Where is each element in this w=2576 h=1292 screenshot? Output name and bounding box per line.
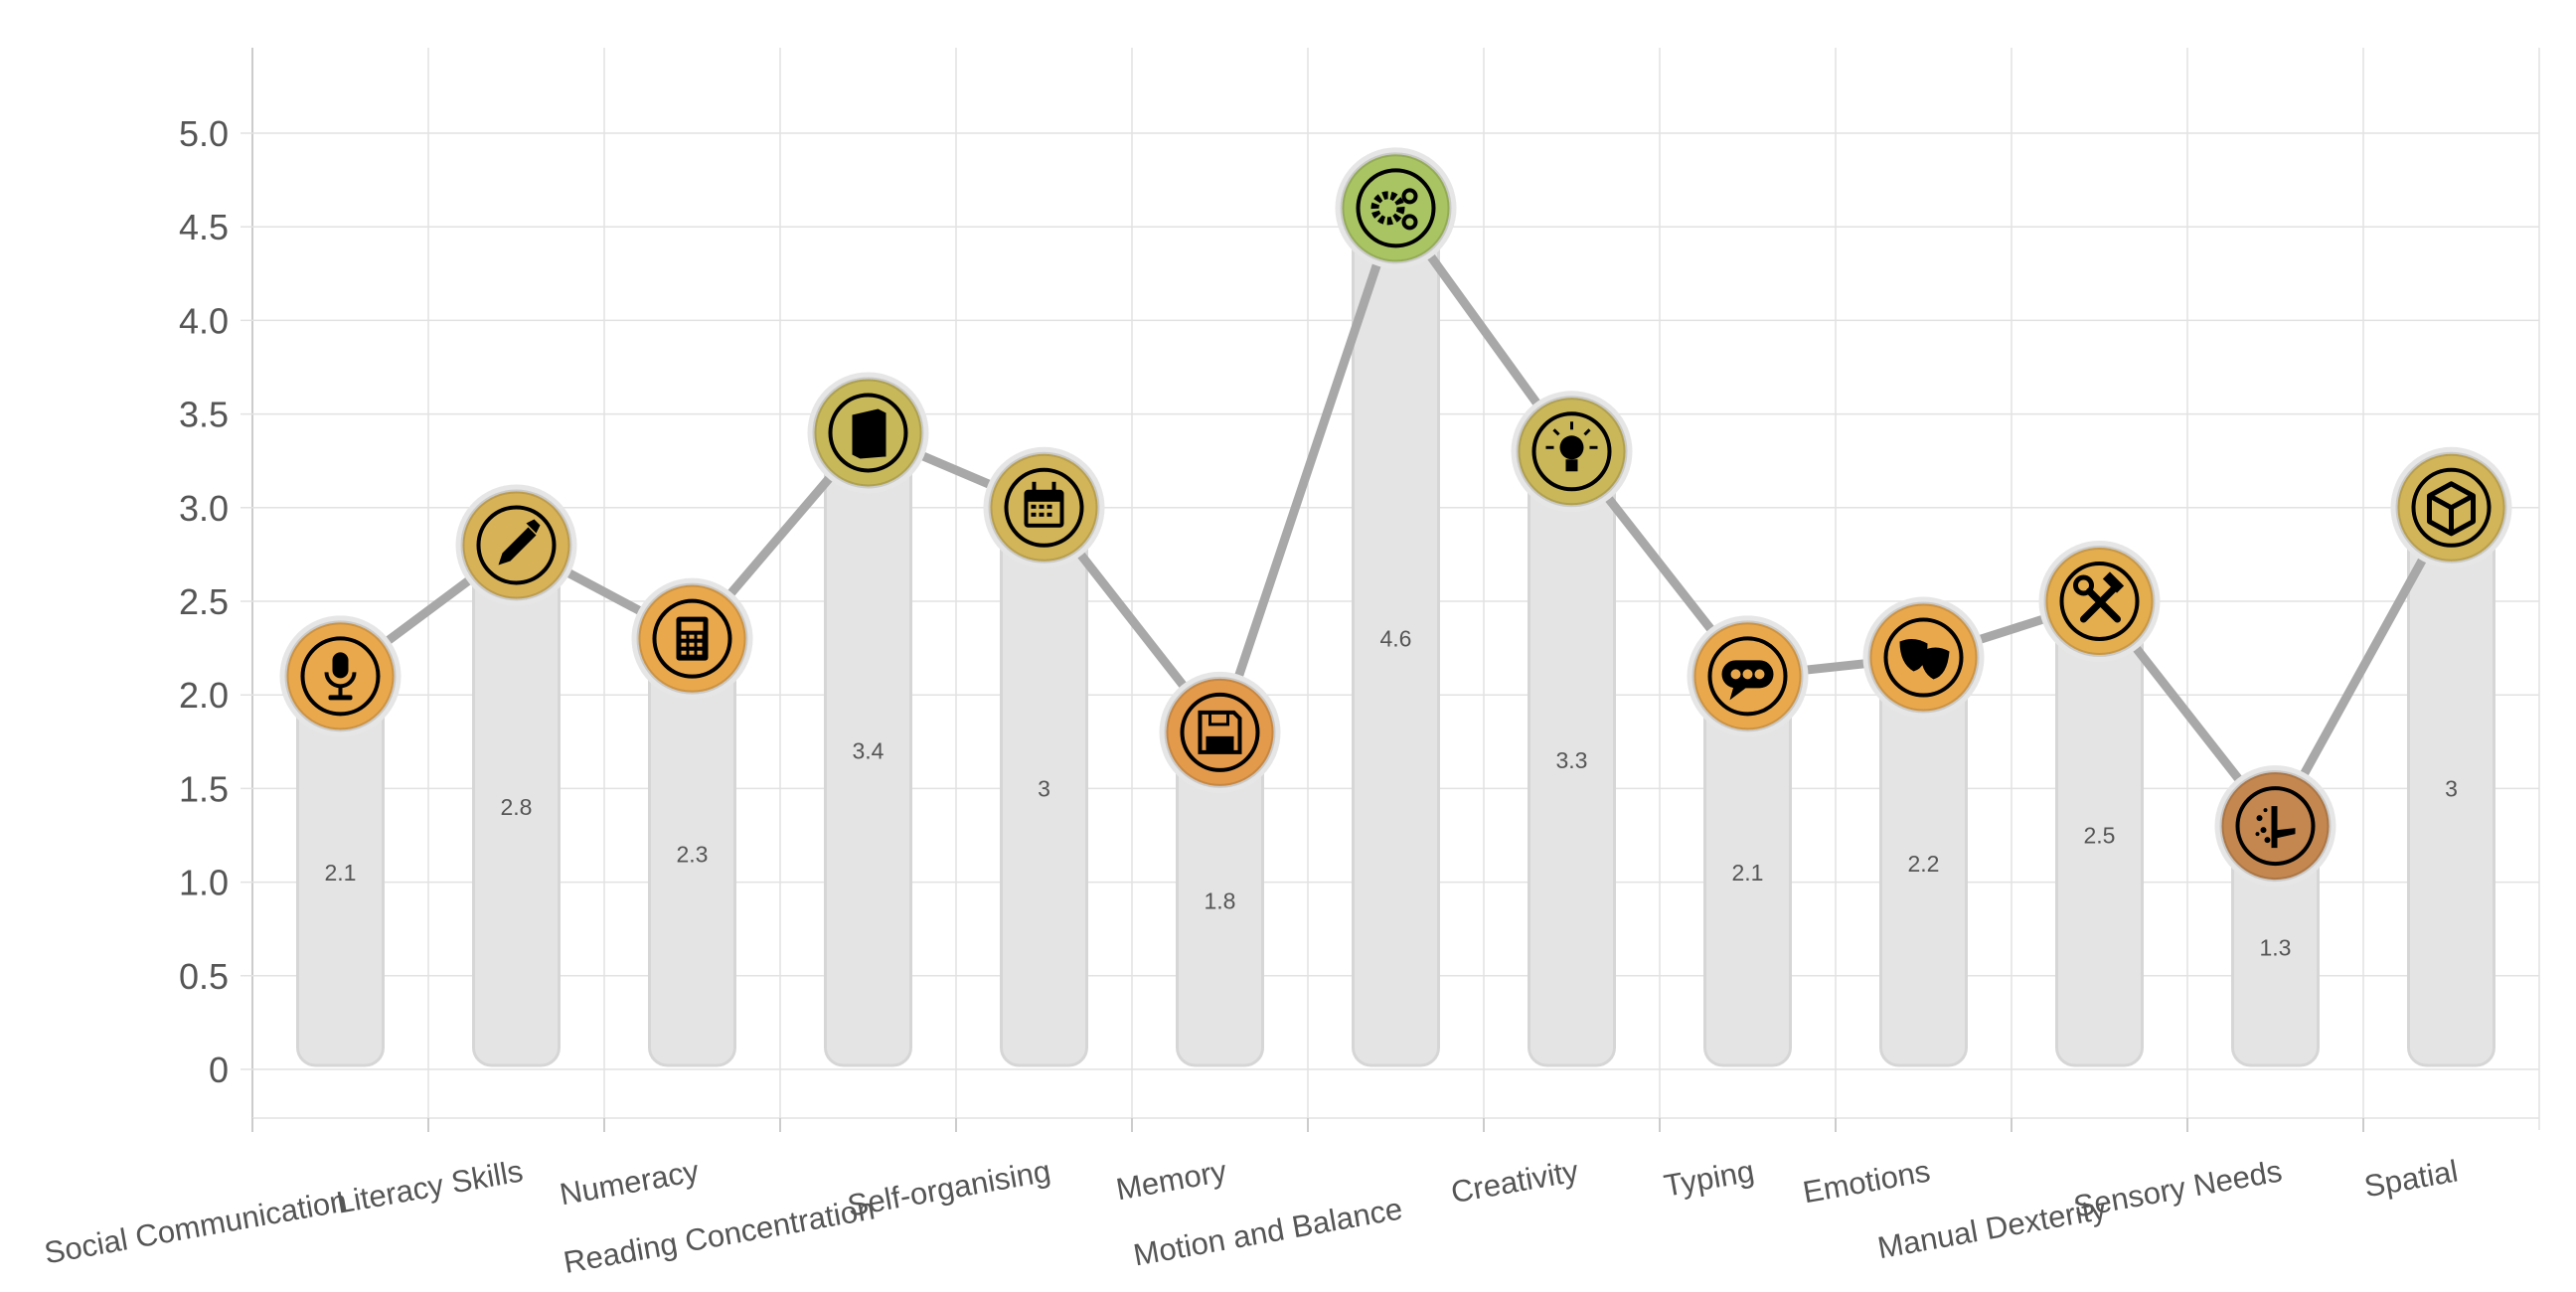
x-tick-label: Numeracy [558, 1153, 703, 1211]
markers [279, 147, 2512, 888]
marker-sensory-needs [2214, 765, 2336, 888]
y-tick-label: 1.0 [179, 863, 229, 903]
marker-ring [2411, 467, 2492, 548]
value-label: 2.3 [677, 841, 709, 867]
marker-typing [1687, 615, 1809, 737]
marker-memory [1159, 671, 1281, 793]
y-tick-label: 2.5 [179, 581, 229, 622]
marker-ring [828, 393, 908, 473]
value-label: 1.3 [2260, 935, 2292, 961]
y-tick-label: 3.0 [179, 488, 229, 529]
x-tick-label: Typing [1662, 1153, 1757, 1203]
marker-ring [2059, 562, 2140, 641]
value-label: 2.5 [2084, 823, 2116, 849]
calculator-icon [676, 616, 709, 661]
y-tick-label: 5.0 [179, 113, 229, 154]
x-tick-label: Sensory Needs [2071, 1153, 2285, 1223]
value-label: 3.4 [853, 738, 885, 764]
y-tick-label: 0 [209, 1050, 229, 1090]
marker-ring [476, 505, 557, 585]
hammer-wrench-icon [2073, 571, 2125, 623]
marker-motion-and-balance [1335, 147, 1457, 269]
marker-reading-concentration [807, 372, 929, 494]
marker-manual-dexterity [2038, 541, 2161, 662]
value-label: 3.3 [1556, 747, 1588, 773]
marker-literacy-skills [455, 484, 577, 606]
y-tick-label: 4.0 [179, 300, 229, 341]
x-tick-label: Creativity [1448, 1153, 1581, 1210]
y-tick-label: 4.5 [179, 207, 229, 247]
cube-icon [2427, 481, 2476, 537]
marker-emotions [1862, 596, 1985, 719]
value-label: 3 [1038, 775, 1050, 801]
theater-masks-icon [1899, 638, 1950, 680]
marker-ring [1707, 636, 1788, 717]
lightbulb-icon [1545, 421, 1598, 472]
gears-icon [1370, 188, 1418, 231]
y-tick-label: 3.5 [179, 395, 229, 435]
y-tick-label: 0.5 [179, 956, 229, 997]
y-tick-label: 2.0 [179, 675, 229, 716]
value-label: 2.2 [1908, 851, 1940, 877]
value-label: 2.1 [1732, 860, 1764, 886]
marker-ring [1531, 411, 1612, 492]
floppy-disk-icon [1198, 710, 1242, 754]
value-label: 2.8 [501, 794, 533, 820]
marker-social-communication [279, 615, 402, 737]
value-label: 2.1 [325, 860, 357, 886]
value-label: 3 [2445, 775, 2458, 801]
y-axis: 0 0.5 1.0 1.5 2.0 2.5 3.0 3.5 4.0 4.5 5.0 [179, 113, 229, 1090]
marker-creativity [1511, 391, 1633, 513]
x-tick-label: Motion and Balance [1131, 1191, 1405, 1272]
sensory-hand-icon [2255, 806, 2296, 849]
book-icon [852, 408, 886, 459]
x-tick-label: Social Communication [42, 1183, 350, 1270]
value-label: 4.6 [1380, 626, 1412, 652]
marker-ring [1004, 467, 1084, 548]
bars [296, 206, 2496, 1067]
microphone-icon [324, 652, 357, 701]
marker-self-organising [983, 446, 1105, 568]
x-tick-label: Spatial [2361, 1153, 2460, 1204]
value-labels: 2.1 2.8 2.3 3.4 3 1.8 4.6 3.3 2.1 2.2 2.5 1.3 3 [325, 626, 2458, 961]
x-tick-label: Reading Concentration [561, 1191, 877, 1280]
x-tick-label: Emotions [1800, 1153, 1932, 1210]
value-label: 1.8 [1205, 888, 1236, 913]
x-tick-label: Self-organising [845, 1153, 1053, 1222]
marker-ring [652, 598, 732, 679]
x-tick-label: Literacy Skills [334, 1153, 526, 1219]
marker-spatial [2390, 446, 2512, 568]
marker-ring [1356, 168, 1436, 248]
x-tick-label: Memory [1113, 1153, 1229, 1207]
marker-numeracy [631, 577, 753, 700]
marker-ring [300, 636, 381, 717]
marker-ring [1180, 692, 1260, 772]
marker-ring [2235, 786, 2316, 867]
calendar-icon [1024, 481, 1064, 528]
speech-bubble-icon [1721, 660, 1774, 701]
marker-ring [1883, 617, 1964, 698]
pen-icon [498, 519, 541, 565]
y-tick-label: 1.5 [179, 768, 229, 809]
